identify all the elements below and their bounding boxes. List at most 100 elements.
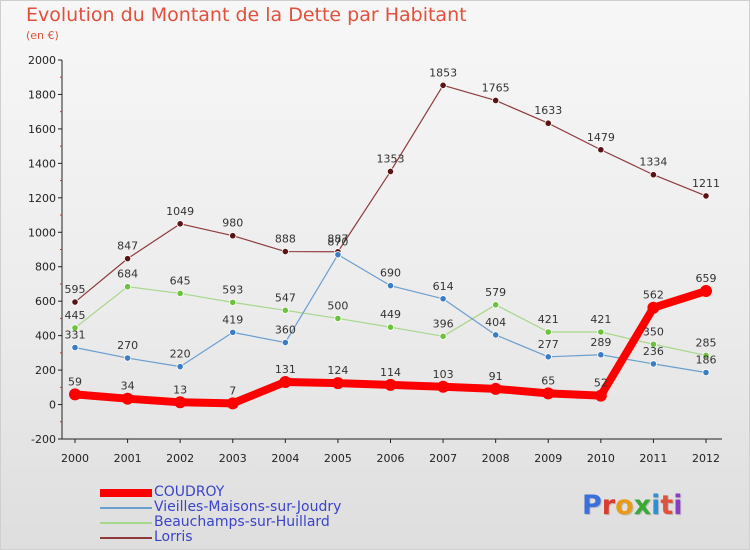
data-label: 65 [541, 374, 555, 387]
series-point [123, 283, 132, 291]
data-label: 690 [380, 267, 401, 280]
series-point [176, 220, 184, 228]
data-label: 350 [643, 325, 664, 338]
x-tick-label: 2012 [692, 452, 720, 465]
legend-item: Lorris [100, 530, 430, 545]
series-point [386, 282, 395, 290]
x-tick-label: 2005 [324, 452, 352, 465]
data-label: 236 [643, 345, 664, 358]
series-point [492, 96, 500, 105]
y-tick-label: 1400 [28, 157, 56, 170]
data-label: 1353 [377, 152, 405, 165]
data-label: 421 [538, 313, 559, 326]
x-tick-label: 2003 [219, 452, 247, 465]
series-point [702, 351, 710, 360]
data-label: 888 [275, 233, 296, 246]
series-point [439, 81, 447, 89]
data-label: 547 [275, 291, 296, 304]
x-tick-label: 2004 [271, 452, 299, 465]
series-point [71, 343, 79, 352]
series-point [123, 255, 132, 263]
y-tick-label: 0 [49, 399, 56, 412]
chart-subtitle: (en €) [26, 29, 59, 42]
series-point [174, 396, 187, 409]
series-2 [71, 283, 710, 360]
data-label: 124 [327, 364, 348, 377]
data-label: 870 [327, 236, 348, 249]
data-label: 59 [68, 375, 82, 388]
legend-item: Beauchamps-sur-Huillard [100, 515, 430, 530]
data-label: 445 [65, 309, 86, 322]
series-point [597, 146, 605, 154]
series-point [439, 332, 447, 340]
y-tick-label: 1200 [28, 192, 56, 205]
series-point [647, 301, 660, 314]
series-point [176, 289, 184, 298]
data-label: 1211 [692, 177, 720, 190]
legend-label: Vieilles-Maisons-sur-Joudry [154, 499, 342, 515]
data-label: 34 [121, 380, 135, 393]
y-tick-label: 400 [35, 330, 56, 343]
y-tick-label: 600 [35, 295, 56, 308]
series-point [649, 340, 658, 348]
data-label: 645 [170, 274, 191, 287]
series-point [700, 285, 712, 298]
brand-letter: P [582, 490, 602, 521]
data-label: 562 [643, 289, 664, 302]
chart-title: Evolution du Montant de la Dette par Hab… [26, 4, 467, 26]
series-point [71, 324, 79, 332]
data-label: 1633 [534, 104, 562, 117]
x-tick-label: 2001 [114, 452, 142, 465]
data-label: 887 [327, 233, 348, 246]
data-label: 421 [590, 313, 611, 326]
data-label: 684 [117, 268, 138, 281]
data-label: 220 [170, 348, 191, 361]
y-tick-label: 200 [35, 364, 56, 377]
x-tick-label: 2002 [166, 452, 194, 465]
legend-swatch [100, 522, 152, 524]
legend-item: COUDROY [100, 485, 430, 500]
brand-letter: t [660, 490, 674, 521]
data-label: 404 [485, 316, 506, 329]
brand-letter: i [651, 490, 661, 521]
legend-label: Beauchamps-sur-Huillard [154, 514, 330, 530]
series-point [649, 360, 658, 368]
series-point [384, 378, 397, 391]
data-label: 847 [117, 240, 138, 253]
brand-letter: r [601, 490, 616, 521]
series-point [121, 392, 134, 405]
legend-item: Vieilles-Maisons-sur-Joudry [100, 500, 430, 515]
data-label: 131 [275, 363, 296, 376]
x-tick-label: 2010 [587, 452, 615, 465]
data-label: 285 [696, 336, 717, 349]
series-point [544, 353, 552, 361]
series-point [437, 380, 450, 393]
data-label: 500 [327, 299, 348, 312]
series-point [702, 368, 710, 377]
data-label: 114 [380, 366, 401, 379]
y-tick-label: 1000 [28, 226, 56, 239]
y-tick-label: 1800 [28, 88, 56, 101]
data-label: 419 [222, 313, 243, 326]
series-point [229, 298, 237, 306]
series-point [281, 338, 289, 347]
data-label: 1479 [587, 131, 615, 144]
data-label: 1853 [429, 66, 457, 79]
series-point [544, 328, 552, 336]
data-label: 52 [594, 377, 608, 390]
data-label: 1334 [639, 156, 667, 169]
chart-legend: COUDROY Vieilles-Maisons-sur-Joudry Beauch… [100, 485, 430, 545]
y-tick-label: 1600 [28, 123, 56, 136]
series-point [649, 171, 658, 179]
series-point [386, 323, 395, 331]
legend-swatch [100, 507, 152, 509]
series-point [279, 375, 292, 388]
data-label: 593 [222, 283, 243, 296]
y-tick-label: 800 [35, 261, 56, 274]
data-label: 270 [117, 339, 138, 352]
data-label: 13 [173, 383, 187, 396]
y-tick-label: -200 [31, 433, 56, 446]
brand-letter: x [633, 490, 652, 521]
series-0 [69, 285, 712, 410]
